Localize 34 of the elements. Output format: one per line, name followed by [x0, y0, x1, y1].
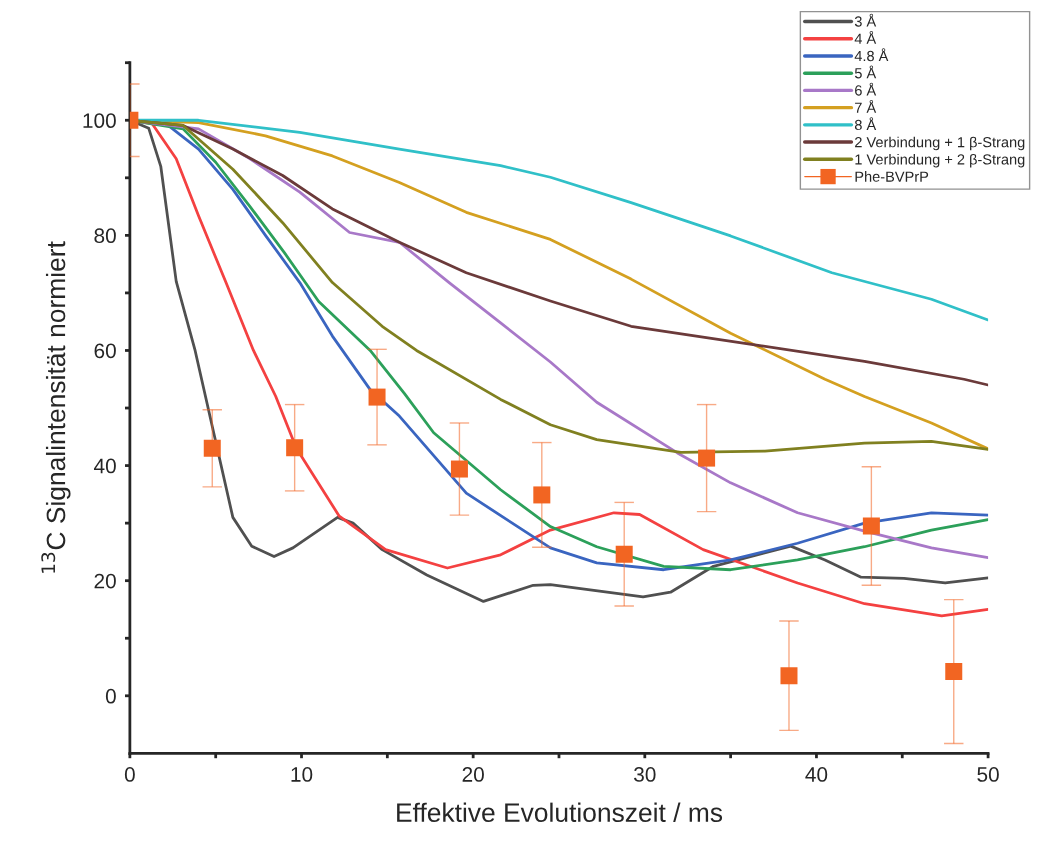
point: [780, 667, 798, 685]
y-tick-label: 40: [93, 458, 116, 474]
legend-label: 5 Å: [854, 65, 877, 79]
point: [862, 517, 880, 535]
point: [698, 449, 716, 467]
y-tick-label: 20: [94, 573, 116, 589]
x-tick-label: 30: [634, 767, 656, 782]
y-tick-label: 0: [105, 688, 116, 704]
legend-label: 8 Å: [854, 117, 877, 131]
point: [368, 388, 386, 406]
point: [203, 439, 221, 457]
x-tick-label: 0: [124, 767, 135, 782]
x-tick-label: 50: [977, 767, 999, 782]
x-tick-label: 20: [462, 767, 484, 782]
y-tick-label: 80: [94, 228, 116, 244]
x-tick-label: 40: [805, 767, 828, 782]
legend-label: 6 Å: [855, 82, 877, 96]
point: [945, 663, 963, 681]
y-axis-title: $^{13}$C Signalintensität normiert: [41, 241, 71, 573]
legend-label: 4 Å: [854, 30, 877, 44]
point: [615, 545, 633, 563]
legend-label: 2 Verbindung + 1 β-Strang: [855, 136, 1025, 151]
y-tick-label: 100: [83, 113, 116, 129]
point: [450, 460, 468, 478]
legend-label: 3 Å: [854, 13, 877, 27]
legend-label: 7 Å: [855, 99, 877, 113]
legend-label: Phe-BVPrP: [855, 171, 929, 182]
x-axis-title: Effektive Evolutionszeit / ms: [397, 802, 723, 823]
point: [533, 486, 551, 504]
x-tick-label: 10: [291, 767, 313, 782]
legend-label: 4.8 Å: [854, 48, 889, 62]
legend-label: 1 Verbindung + 2 β-Strang: [855, 153, 1025, 168]
point: [286, 439, 304, 457]
y-tick-label: 60: [94, 343, 116, 359]
